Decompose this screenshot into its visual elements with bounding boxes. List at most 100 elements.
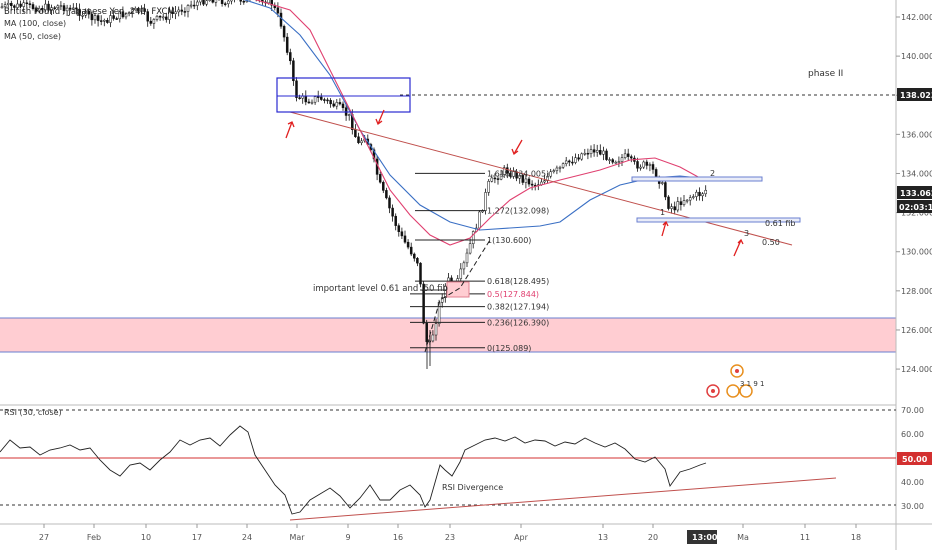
candle-body xyxy=(155,15,159,20)
wave-1-label: 1 xyxy=(660,208,665,217)
candle-body xyxy=(478,211,481,229)
candle-body xyxy=(558,166,562,169)
candle-body xyxy=(385,190,388,199)
time-axis[interactable]: 27 Feb 10 17 24 Mar 9 16 23 Apr 13 20 Ma 11 18 xyxy=(39,524,861,542)
candle-body xyxy=(549,171,552,177)
candle-body xyxy=(53,7,56,9)
candle-body xyxy=(568,160,571,163)
descending-trendline[interactable] xyxy=(289,111,793,246)
candle-body xyxy=(431,334,435,342)
candle-body xyxy=(555,167,559,171)
support-zone[interactable] xyxy=(0,318,896,352)
candle-body xyxy=(149,20,153,24)
candle-body xyxy=(580,153,583,160)
candle-body xyxy=(499,174,503,180)
candle-body xyxy=(140,8,143,12)
candle-body xyxy=(16,3,19,8)
rsi-tick-label: 30.00 xyxy=(901,502,924,511)
candle-body xyxy=(174,11,177,14)
fib50-label: 0.50 xyxy=(762,238,780,247)
candle-body xyxy=(25,2,29,5)
candle-body xyxy=(298,97,301,99)
level-box-fib[interactable] xyxy=(636,217,801,223)
price-tick-label: 128.000 xyxy=(901,287,932,296)
candle-body xyxy=(329,99,332,105)
candle-body xyxy=(137,8,140,12)
level-box-top[interactable] xyxy=(631,176,763,182)
event-icon-orange-1[interactable] xyxy=(730,364,744,378)
fib-level-label: 0(125.089) xyxy=(487,344,531,353)
candle-body xyxy=(214,0,218,3)
candle-body xyxy=(0,6,4,9)
candle-body xyxy=(19,3,22,7)
candle-body xyxy=(698,191,701,197)
candle-body xyxy=(47,3,50,11)
candle-body xyxy=(496,178,500,180)
candle-body xyxy=(543,180,546,183)
candle-body xyxy=(682,200,686,205)
candle-body xyxy=(93,15,97,21)
event-icon-orange-3[interactable] xyxy=(739,384,753,398)
date-tick-label: 9 xyxy=(345,533,350,542)
candle-body xyxy=(471,231,475,244)
date-tick-label: 16 xyxy=(393,533,403,542)
candle-body xyxy=(59,5,63,7)
candle-body xyxy=(202,0,205,5)
time-badge-text: 13:00 xyxy=(692,533,718,542)
candle-body xyxy=(670,206,673,209)
event-icons[interactable]: 3 1 9 1 xyxy=(706,364,765,398)
time-badge xyxy=(687,530,717,544)
candle-body xyxy=(564,160,568,164)
candle-body xyxy=(406,241,410,248)
candle-body xyxy=(626,153,630,157)
candle-body xyxy=(462,262,466,270)
candle-body xyxy=(623,153,627,158)
date-tick-label: 27 xyxy=(39,533,49,542)
candle-body xyxy=(323,99,326,101)
candle-body xyxy=(518,175,521,179)
candle-body xyxy=(574,157,577,163)
event-icon-red[interactable] xyxy=(706,384,720,398)
ma50-line[interactable] xyxy=(200,0,701,246)
price-badge-text: 133.062 xyxy=(900,189,932,198)
candle-body xyxy=(673,206,676,211)
candle-body xyxy=(22,2,25,7)
date-tick-label: Mar xyxy=(289,533,305,542)
candle-body xyxy=(654,169,658,178)
resistance-box[interactable] xyxy=(276,77,411,113)
arrow-down-1 xyxy=(375,109,385,126)
candle-body xyxy=(124,13,128,18)
ma100-line[interactable] xyxy=(0,0,701,231)
candle-body xyxy=(68,7,72,10)
date-tick-label: Feb xyxy=(87,533,101,542)
date-tick-label: 20 xyxy=(648,533,658,542)
fib-level-label: 1(130.600) xyxy=(487,236,531,245)
candle-body xyxy=(341,103,345,108)
rsi-tick-label: 40.00 xyxy=(901,478,924,487)
candle-body xyxy=(661,182,664,184)
rsi-line[interactable] xyxy=(0,425,707,515)
price-tick-label: 130.000 xyxy=(901,248,932,257)
candle-body xyxy=(382,181,385,191)
candle-body xyxy=(354,129,357,138)
candle-body xyxy=(177,9,180,13)
rsi-axis[interactable]: 70.00 60.00 40.00 30.00 xyxy=(901,406,924,511)
fib-extension-tool[interactable]: 1.618(134.005) 1.272(132.098) 1(130.600) 0.… xyxy=(410,169,549,353)
candle-body xyxy=(679,201,683,205)
candle-body xyxy=(676,201,680,211)
fib-level-label: 0.236(126.390) xyxy=(487,318,549,327)
event-icon-orange-2[interactable] xyxy=(726,384,740,398)
candle-body xyxy=(521,175,525,183)
candle-body xyxy=(552,170,556,173)
candle-body xyxy=(75,7,78,10)
candle-body xyxy=(664,182,667,198)
candle-body xyxy=(65,7,69,12)
candle-body xyxy=(103,19,106,22)
candle-body xyxy=(530,183,534,186)
candle-body xyxy=(34,8,38,12)
rsi-divergence-trendline[interactable] xyxy=(289,477,837,521)
candle-body xyxy=(583,152,587,155)
candle-body xyxy=(630,156,633,159)
candle-body xyxy=(242,1,246,3)
